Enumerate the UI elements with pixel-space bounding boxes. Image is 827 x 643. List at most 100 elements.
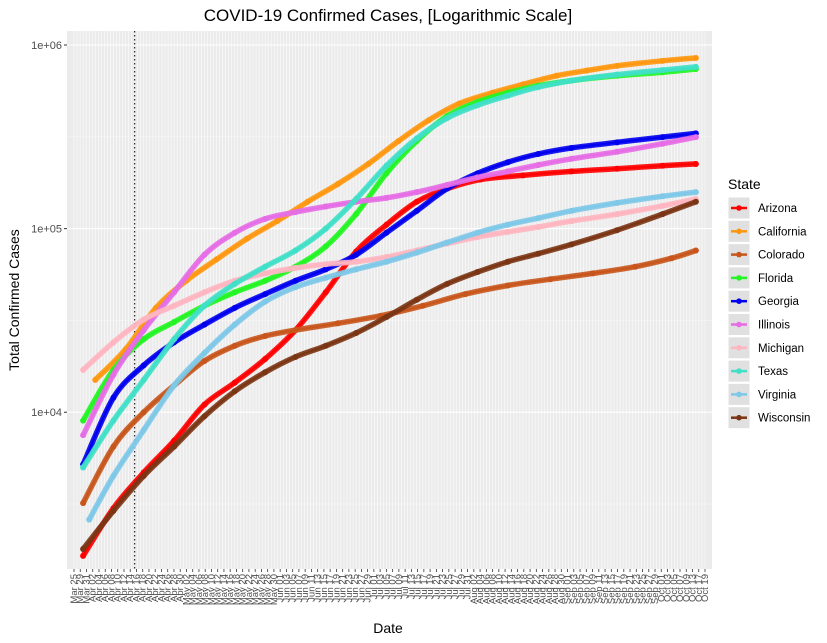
data-point [110, 507, 117, 514]
data-point [231, 342, 238, 349]
y-tick-label: 1e+05 [31, 224, 62, 236]
x-tick-label: Sep 21 [625, 574, 636, 604]
x-tick-label: Aug 20 [525, 574, 536, 604]
data-point [140, 472, 147, 479]
x-tick-label: Jun 09 [300, 574, 311, 603]
data-point [322, 203, 329, 210]
x-tick-label: Aug 06 [481, 574, 492, 604]
x-tick-label: Jul 27 [450, 574, 461, 599]
x-tick-label: Jun 01 [275, 574, 286, 603]
x-tick-label: Jul 11 [400, 574, 411, 599]
data-point [535, 150, 542, 157]
x-tick-label: Aug 02 [469, 574, 480, 604]
data-point [292, 247, 299, 254]
x-tick-label: May 16 [225, 574, 236, 605]
x-tick-label: Oct 01 [656, 574, 667, 602]
x-tick-label: Apr 06 [100, 574, 111, 602]
data-point [322, 289, 329, 296]
x-tick-label: Jun 05 [288, 574, 299, 603]
legend-label: Texas [758, 366, 788, 378]
x-tick-label: Jul 13 [406, 574, 417, 599]
series-michigan [80, 195, 699, 373]
legend-item-virginia: Virginia [727, 382, 797, 406]
data-point [140, 409, 147, 416]
legend-item-michigan: Michigan [727, 336, 804, 360]
data-point [80, 432, 87, 439]
data-point [353, 195, 360, 202]
x-tick-label: Apr 30 [175, 574, 186, 602]
data-point [292, 353, 299, 360]
data-point [504, 168, 511, 175]
series-illinois [80, 134, 699, 439]
data-point [231, 229, 238, 236]
data-point [353, 211, 360, 218]
data-point [568, 218, 575, 225]
legend-label: Virginia [758, 389, 797, 401]
x-tick-label: Jul 15 [413, 574, 424, 599]
legend-label: Arizona [758, 203, 798, 215]
legend-item-florida: Florida [727, 266, 794, 290]
data-point [80, 417, 87, 424]
legend-key-point [736, 298, 742, 305]
data-point [504, 282, 511, 289]
data-point [383, 258, 390, 265]
data-point [383, 229, 390, 236]
data-point [353, 266, 360, 273]
x-tick-label: Mar 31 [82, 574, 93, 604]
legend-key-point [736, 414, 742, 421]
data-point [86, 516, 93, 523]
data-point [80, 500, 87, 507]
data-point [80, 366, 87, 373]
series-virginia [86, 189, 699, 523]
data-point [425, 117, 432, 124]
x-tick-label: Aug 16 [513, 574, 524, 604]
data-point [383, 170, 390, 177]
data-point [474, 102, 481, 109]
data-point [80, 545, 87, 552]
data-point [659, 140, 666, 147]
legend-label: Illinois [758, 320, 790, 332]
data-point [659, 67, 666, 74]
chart-title: COVID-19 Confirmed Cases, [Logarithmic S… [204, 6, 572, 25]
series-fit-line [82, 65, 696, 469]
data-point [334, 180, 341, 187]
data-point [692, 54, 699, 61]
data-point [535, 84, 542, 91]
data-point [353, 258, 360, 265]
x-tick-label: Jun 13 [313, 574, 324, 603]
data-point [292, 284, 299, 291]
legend-item-arizona: Arizona [727, 196, 798, 220]
data-point [140, 427, 147, 434]
data-point [535, 215, 542, 222]
x-tick-label: May 14 [219, 574, 230, 605]
x-tick-label: Apr 02 [88, 574, 99, 602]
data-point [614, 71, 621, 78]
x-tick-label: Apr 14 [125, 574, 136, 602]
x-axis-title: Date [373, 620, 403, 636]
x-tick-label: Apr 10 [113, 574, 124, 602]
x-tick-label: May 10 [206, 574, 217, 605]
data-point [659, 57, 666, 64]
x-tick-label: Jul 09 [394, 574, 405, 599]
x-tick-label: May 30 [269, 574, 280, 605]
data-point [383, 162, 390, 169]
x-tick-label: Sep 05 [575, 574, 586, 604]
data-point [171, 382, 178, 389]
data-point [614, 227, 621, 234]
legend-key-point [736, 251, 742, 258]
x-tick-label: Jul 07 [388, 574, 399, 599]
data-point [692, 63, 699, 70]
data-point [444, 280, 451, 287]
data-point [201, 413, 208, 420]
data-point [692, 189, 699, 196]
data-point [535, 250, 542, 257]
data-point [535, 162, 542, 169]
data-point [201, 350, 208, 357]
series-wisconsin [80, 198, 699, 552]
data-point [413, 296, 420, 303]
x-tick-label: Oct 13 [688, 574, 699, 602]
legend-item-california: California [727, 219, 807, 243]
x-tick-label: Aug 30 [556, 574, 567, 604]
data-point [692, 160, 699, 167]
